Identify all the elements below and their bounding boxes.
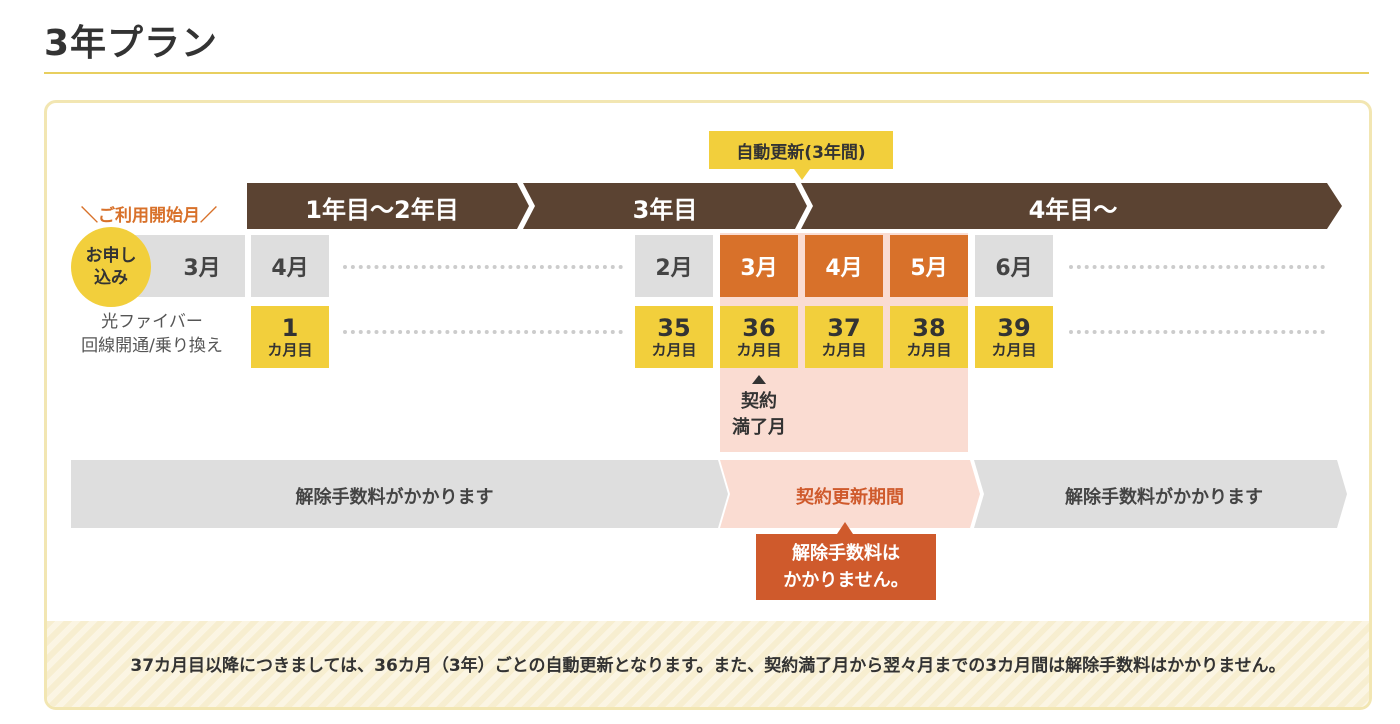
month-box: 4月 <box>805 235 883 297</box>
month-count-unit: カ月目 <box>736 341 782 359</box>
month-box: 3月 <box>720 235 798 297</box>
footer-note: 37カ月目以降につきましては、36カ月（3年）ごとの自動更新となります。また、契… <box>130 656 1286 676</box>
contract-end-line1: 契約 <box>741 391 777 412</box>
segment-2-arrow <box>523 183 807 229</box>
contract-end-line2: 満了月 <box>732 417 786 439</box>
fiber-label: 光ファイバー 回線開通/乗り換え <box>57 311 247 359</box>
title-divider <box>44 72 1369 74</box>
month-count-unit: カ月目 <box>906 341 952 359</box>
month-count-box: 39 カ月目 <box>975 306 1053 368</box>
start-month-label: ＼ご利用開始月／ <box>81 206 217 226</box>
count-dots-left <box>343 330 623 334</box>
month-count-box: 36 カ月目 <box>720 306 798 368</box>
month-count-unit: カ月目 <box>651 341 697 359</box>
month-count-box: 37 カ月目 <box>805 306 883 368</box>
month-count-number: 37 <box>827 314 861 342</box>
month-count-number: 38 <box>912 314 946 342</box>
footer-band <box>47 621 1369 707</box>
count-dots-right <box>1069 330 1325 334</box>
auto-renew-label: 自動更新(3年間) <box>736 142 866 163</box>
month-count-unit: カ月目 <box>991 341 1037 359</box>
timeline-arrows <box>247 183 1342 229</box>
fiber-label-line2: 回線開通/乗り換え <box>81 335 223 356</box>
callout-pointer <box>794 169 810 180</box>
segment-1-label: 1年目〜2年目 <box>305 196 459 224</box>
fee-bar <box>71 460 1347 528</box>
segment-2-label: 3年目 <box>632 196 698 224</box>
contract-end-marker-icon <box>752 375 766 384</box>
month-count-box: 35 カ月目 <box>635 306 713 368</box>
no-fee-pointer <box>837 522 853 534</box>
month-count-number: 36 <box>742 314 776 342</box>
fiber-label-line1: 光ファイバー <box>101 312 203 332</box>
page-title: 3年プラン <box>44 23 219 64</box>
segment-1-arrow <box>247 183 529 229</box>
fee-bar-middle <box>720 460 980 528</box>
month-dots-left <box>343 265 623 269</box>
month-count-unit: カ月目 <box>821 341 867 359</box>
month-box: 6月 <box>975 235 1053 297</box>
no-fee-line1: 解除手数料は <box>792 543 900 564</box>
month-box: 4月 <box>251 235 329 297</box>
month-count-number: 39 <box>997 314 1031 342</box>
segment-3-label: 4年目〜 <box>1028 196 1118 224</box>
no-fee-callout: 解除手数料は かかりません。 <box>756 534 936 600</box>
fee-bar-right-label: 解除手数料がかかります <box>1065 487 1263 508</box>
plan-card: 自動更新(3年間) ＼ご利用開始月／ 1年目〜2年目 3年目 4年目〜 3月 お… <box>44 100 1372 710</box>
apply-badge: お申し込み <box>71 227 151 307</box>
no-fee-line2: かかりません。 <box>783 570 909 591</box>
month-count-number: 1 <box>281 314 299 342</box>
month-count-unit: カ月目 <box>267 341 313 359</box>
month-box: 5月 <box>890 235 968 297</box>
month-count-box: 1 カ月目 <box>251 306 329 368</box>
fee-bar-middle-label: 契約更新期間 <box>796 487 904 508</box>
apply-month: 3月 <box>183 256 221 281</box>
fee-bar-left <box>71 460 728 528</box>
segment-3-arrow <box>801 183 1342 229</box>
fee-bar-left-label: 解除手数料がかかります <box>295 487 494 508</box>
month-count-box: 38 カ月目 <box>890 306 968 368</box>
auto-renew-callout: 自動更新(3年間) <box>709 131 893 169</box>
apply-label: お申し込み <box>85 245 137 288</box>
month-count-number: 35 <box>657 314 691 342</box>
month-dots-right <box>1069 265 1325 269</box>
fee-bar-right <box>974 460 1347 528</box>
month-box: 2月 <box>635 235 713 297</box>
contract-end-label: 契約 満了月 <box>720 389 798 441</box>
